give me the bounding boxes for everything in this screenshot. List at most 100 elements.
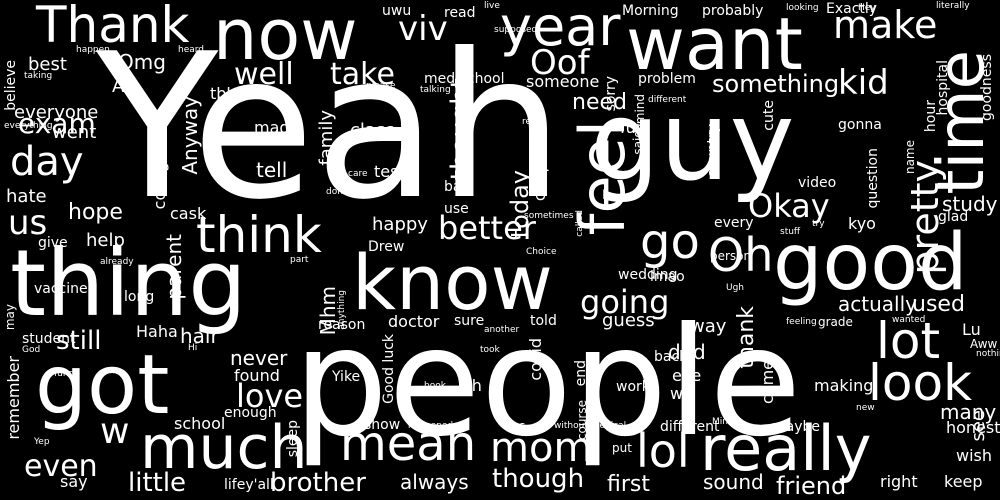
word-oof: Oof	[530, 43, 590, 83]
word-uwu: looking	[786, 3, 819, 13]
word-ugh: took	[480, 345, 500, 355]
word-grade: feeling	[786, 317, 817, 327]
word-today: today	[506, 170, 534, 239]
word-hair: hair	[180, 324, 219, 348]
word-everyone: everyone	[14, 102, 99, 123]
word-took: book	[424, 381, 446, 391]
word-oh: Oh	[708, 228, 774, 282]
word-yes: Uh	[460, 376, 482, 395]
word-person: country	[705, 124, 721, 178]
word-yep: give	[38, 235, 68, 251]
word-name: person	[710, 249, 752, 263]
word-look: look	[868, 354, 973, 412]
word-rest: talking	[420, 85, 451, 95]
word-live: read	[444, 5, 476, 21]
word-got: got	[35, 338, 170, 433]
word-mean: mean	[340, 416, 477, 472]
word-problem: name	[903, 140, 917, 175]
word-think: think	[196, 206, 322, 264]
word-tbh: tbh	[210, 84, 237, 103]
word-aww: Lu	[962, 320, 981, 339]
word-will: eye	[672, 366, 702, 385]
word-though: though	[492, 464, 585, 494]
word-yeah: Yeah	[96, 11, 564, 244]
word-show: Yes	[506, 419, 526, 433]
word-believe: everything	[4, 121, 53, 131]
word-remember: remember	[4, 356, 23, 440]
word-enough: enough	[224, 405, 277, 421]
word-anything: part	[290, 255, 309, 265]
word-say: Yike	[332, 369, 361, 385]
word-couple: couple	[530, 148, 549, 202]
word-care: done	[326, 187, 349, 197]
word-course: end	[573, 360, 589, 387]
word-book: another	[484, 325, 520, 335]
word-kyo: right	[880, 472, 918, 491]
word-dad: Aww	[970, 337, 998, 351]
word-sleep: sleep	[285, 420, 301, 458]
word-fun: fun	[620, 118, 646, 137]
word-already: Drew	[368, 239, 405, 255]
word-still: still	[56, 326, 102, 356]
word-keep: wish	[956, 446, 993, 465]
word-something: something	[712, 70, 840, 98]
word-come: making	[814, 376, 874, 395]
word-mine: put	[612, 441, 632, 455]
word-want: want	[626, 2, 803, 86]
word-exam: exam	[18, 107, 96, 140]
word-country: cute	[761, 100, 777, 131]
word-well: well	[234, 57, 294, 92]
word-never: never	[230, 346, 288, 370]
word-thank-goodness: different	[648, 95, 687, 105]
word-happen: supposed	[494, 25, 538, 35]
word-doctor: doctor	[388, 312, 440, 331]
word-hi: funny	[54, 369, 80, 379]
word-omg: Omg	[118, 50, 166, 74]
word-hour: video	[798, 175, 837, 191]
word-really: really	[700, 412, 872, 485]
word-someone: someone	[526, 72, 600, 91]
word-put: without medical	[554, 421, 627, 431]
word-found: found	[234, 366, 280, 385]
word-sometimes: stuff	[780, 227, 801, 237]
word-sound: sound	[703, 470, 764, 494]
word-part: care	[348, 169, 368, 179]
word-actually: thank	[734, 306, 759, 369]
word-covid: covid	[526, 338, 545, 381]
word-yike: show	[364, 417, 401, 433]
word-mind: problem	[638, 71, 696, 87]
word-heard: happen	[76, 45, 110, 55]
word-thank: Thank	[36, 0, 190, 54]
word-uh: work	[616, 379, 650, 395]
word-probably: Morning	[622, 3, 679, 19]
word-lol: lol	[636, 424, 690, 478]
word-student: may	[3, 304, 17, 331]
word-every: glad	[938, 209, 969, 225]
word-made: made	[254, 118, 300, 137]
word-different: maybe	[772, 419, 821, 435]
word-supposed: live	[484, 1, 500, 11]
word-help: help	[86, 230, 125, 251]
word-day: day	[10, 139, 84, 185]
word-anyway: Anyway	[178, 96, 202, 175]
word-without-medical: happened	[408, 421, 454, 431]
word-class: class	[350, 120, 395, 141]
word-exactly: probably	[702, 3, 764, 19]
word-maybe: Mine	[712, 417, 734, 427]
word-god: student	[22, 331, 76, 347]
word-honestly: come	[758, 360, 777, 405]
word-make: make	[833, 3, 938, 47]
word-thing: thing	[10, 230, 247, 337]
word-used: actually	[838, 292, 917, 316]
word-go: go	[640, 214, 700, 270]
word-kid: kid	[838, 63, 889, 103]
word-see: many	[940, 400, 997, 424]
word-gonna: med school	[424, 71, 505, 87]
word-taking: heard	[178, 45, 205, 55]
word-may: long	[124, 289, 155, 305]
word-reason: Hi	[188, 343, 198, 353]
word-please: believe	[3, 60, 19, 111]
word-better: better	[438, 209, 536, 247]
word-year: year	[500, 0, 621, 58]
word-study: used	[912, 292, 965, 317]
